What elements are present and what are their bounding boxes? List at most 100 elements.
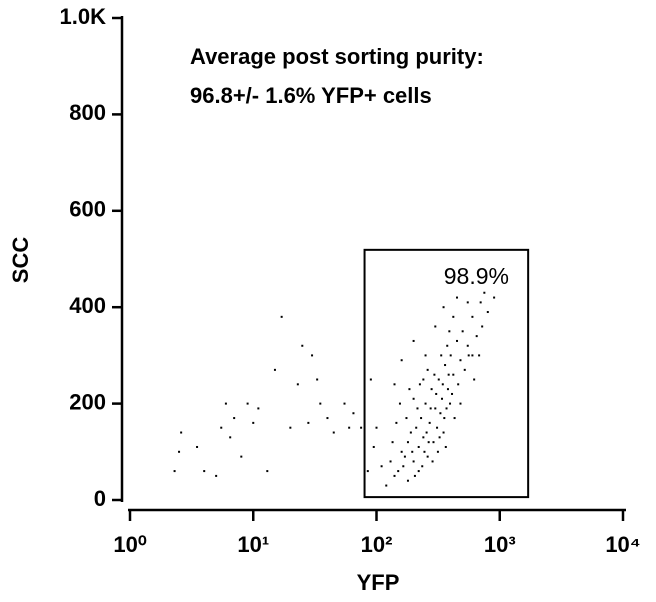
point bbox=[444, 445, 447, 448]
point bbox=[481, 325, 484, 328]
point bbox=[447, 373, 450, 376]
point bbox=[466, 344, 469, 347]
point bbox=[486, 311, 489, 314]
point bbox=[493, 296, 496, 299]
point bbox=[478, 354, 481, 357]
point bbox=[393, 474, 396, 477]
point bbox=[412, 397, 415, 400]
point bbox=[425, 431, 428, 434]
point bbox=[459, 402, 462, 405]
point bbox=[471, 315, 474, 318]
y-tick-label: 200 bbox=[69, 389, 106, 414]
point bbox=[375, 426, 378, 429]
point bbox=[453, 417, 456, 420]
point bbox=[434, 325, 437, 328]
y-tick-label: 400 bbox=[69, 293, 106, 318]
point bbox=[423, 450, 426, 453]
point bbox=[296, 383, 299, 386]
annotation: 96.8+/- 1.6% YFP+ cells bbox=[190, 83, 432, 108]
point bbox=[389, 460, 392, 463]
point bbox=[289, 426, 292, 429]
point bbox=[416, 407, 419, 410]
point bbox=[422, 436, 425, 439]
point bbox=[415, 426, 418, 429]
point bbox=[426, 368, 429, 371]
y-tick-label: 600 bbox=[69, 197, 106, 222]
point bbox=[393, 383, 396, 386]
point bbox=[366, 470, 369, 473]
point bbox=[463, 368, 466, 371]
point bbox=[395, 421, 398, 424]
point bbox=[246, 402, 249, 405]
point bbox=[412, 339, 415, 342]
point bbox=[417, 445, 420, 448]
point bbox=[434, 407, 437, 410]
point bbox=[441, 383, 444, 386]
point bbox=[406, 479, 409, 482]
point bbox=[311, 354, 314, 357]
point bbox=[475, 335, 478, 338]
point bbox=[436, 450, 439, 453]
point bbox=[456, 296, 459, 299]
gate-label: 98.9% bbox=[444, 263, 509, 289]
point bbox=[456, 339, 459, 342]
point bbox=[403, 455, 406, 458]
point bbox=[380, 465, 383, 468]
point bbox=[196, 445, 199, 448]
point bbox=[424, 354, 427, 357]
y-tick-label: 1.0K bbox=[60, 4, 107, 29]
point bbox=[446, 344, 449, 347]
point bbox=[435, 392, 438, 395]
point bbox=[426, 455, 429, 458]
point bbox=[252, 421, 255, 424]
point bbox=[215, 474, 218, 477]
point bbox=[442, 306, 445, 309]
point bbox=[432, 441, 435, 444]
point bbox=[439, 412, 442, 415]
point bbox=[417, 470, 420, 473]
point bbox=[412, 460, 415, 463]
y-axis-label: SCC bbox=[8, 237, 33, 284]
point bbox=[240, 455, 243, 458]
point bbox=[348, 426, 351, 429]
point bbox=[427, 441, 430, 444]
point bbox=[398, 402, 401, 405]
point bbox=[257, 407, 260, 410]
point bbox=[479, 301, 482, 304]
gate bbox=[363, 248, 530, 499]
point bbox=[483, 291, 486, 294]
point bbox=[220, 426, 223, 429]
point bbox=[444, 364, 447, 367]
point bbox=[409, 431, 412, 434]
point bbox=[224, 402, 227, 405]
point bbox=[467, 354, 470, 357]
point bbox=[429, 407, 432, 410]
point bbox=[301, 344, 304, 347]
point bbox=[424, 402, 427, 405]
point bbox=[180, 431, 183, 434]
point bbox=[405, 417, 408, 420]
point bbox=[369, 378, 372, 381]
point bbox=[446, 388, 449, 391]
y-tick-label: 0 bbox=[94, 486, 106, 511]
point bbox=[400, 450, 403, 453]
point bbox=[326, 417, 329, 420]
point bbox=[451, 392, 454, 395]
x-axis-label: YFP bbox=[357, 570, 400, 595]
x-tick-label: 10⁰ bbox=[113, 532, 146, 557]
point bbox=[391, 441, 394, 444]
point bbox=[173, 470, 176, 473]
point bbox=[420, 417, 423, 420]
point bbox=[449, 402, 452, 405]
point bbox=[332, 431, 335, 434]
x-tick-label: 10¹ bbox=[237, 532, 269, 557]
point bbox=[437, 378, 440, 381]
point bbox=[178, 450, 181, 453]
point bbox=[449, 354, 452, 357]
point bbox=[459, 359, 462, 362]
point bbox=[397, 470, 400, 473]
point bbox=[266, 470, 269, 473]
point bbox=[448, 330, 451, 333]
point bbox=[466, 301, 469, 304]
